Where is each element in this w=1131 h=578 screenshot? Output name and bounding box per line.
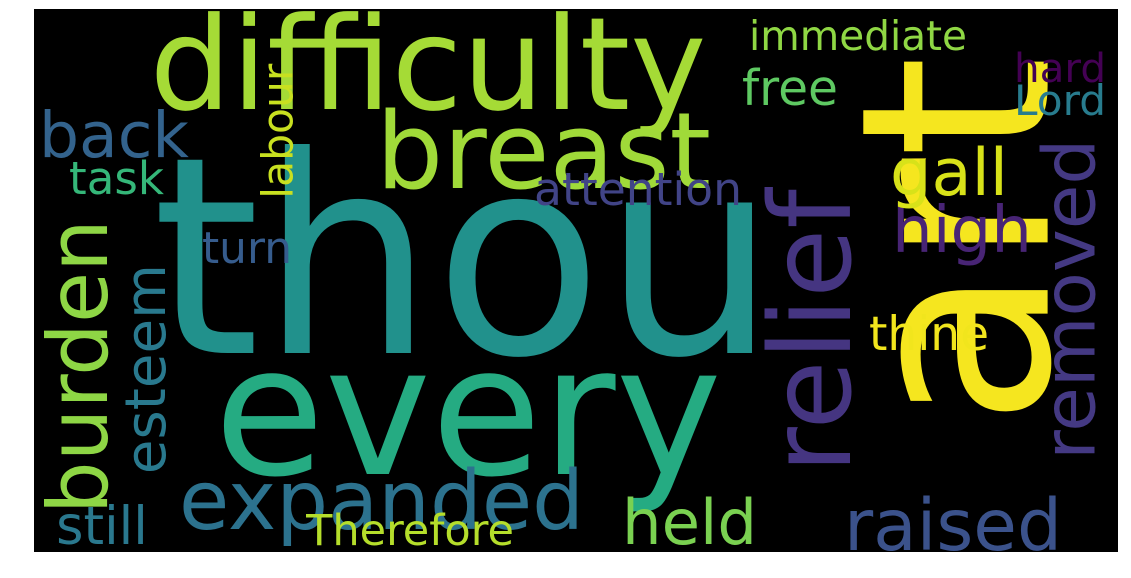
word-raised: raised	[844, 483, 1062, 552]
word-breast: breast	[376, 89, 711, 213]
word-burden: burden	[34, 219, 127, 514]
word-thine: thine	[869, 306, 989, 362]
word-still: still	[56, 495, 148, 552]
word-turn: turn	[202, 223, 292, 275]
word-relief: relief	[745, 188, 877, 474]
word-difficulty: difficulty	[149, 9, 707, 141]
word-task: task	[69, 152, 164, 206]
word-immediate: immediate	[749, 11, 967, 60]
word-cloud: thou art every difficulty relief breast expand…	[34, 9, 1118, 552]
word-removed: removed	[1028, 138, 1113, 461]
word-back: back	[39, 98, 189, 173]
word-thou: thou	[152, 98, 777, 419]
word-therefore: Therefore	[306, 506, 514, 552]
word-lord: Lord	[1014, 75, 1106, 125]
word-high: high	[892, 192, 1032, 268]
word-held: held	[622, 486, 757, 552]
word-hard: hard	[1014, 43, 1106, 92]
word-expanded: expanded	[179, 453, 584, 549]
word-gall: gall	[890, 135, 1008, 212]
word-labour: labour	[253, 64, 303, 199]
word-free: free	[742, 60, 838, 117]
word-attention: attention	[534, 163, 742, 217]
word-esteem: esteem	[113, 264, 179, 474]
word-every: every	[214, 308, 722, 518]
